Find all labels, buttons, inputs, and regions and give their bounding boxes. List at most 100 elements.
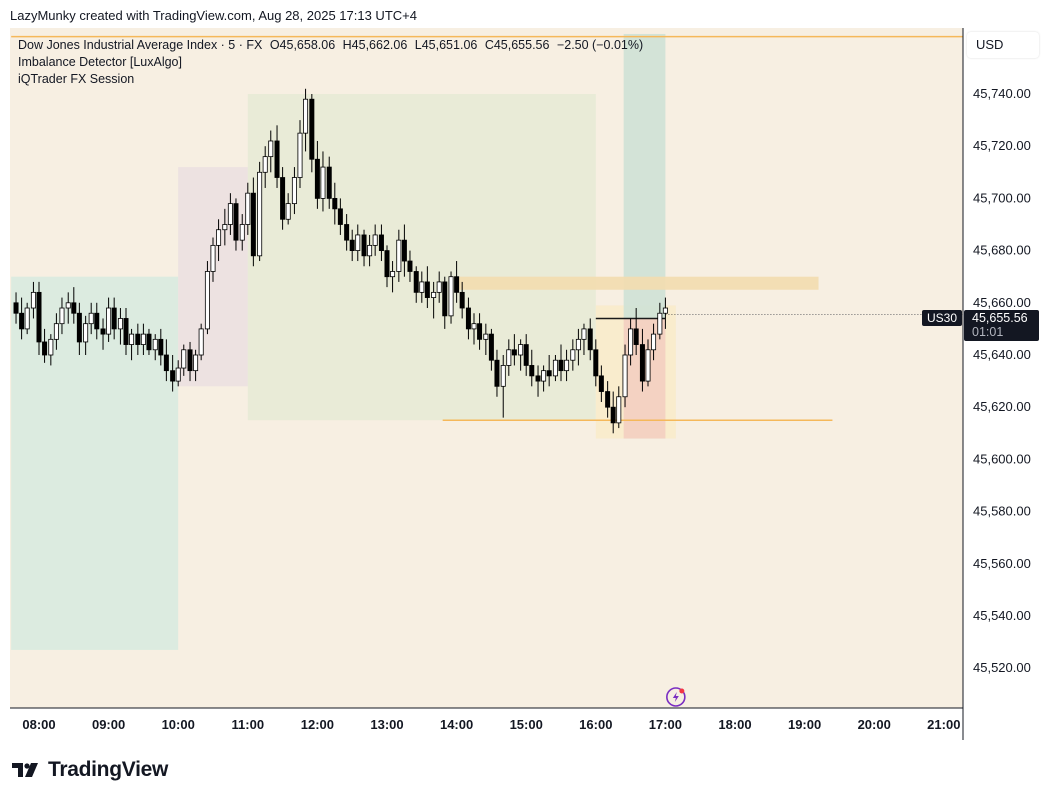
- price-tick-label: 45,680.00: [973, 243, 1031, 258]
- candle-body: [651, 333, 657, 351]
- candle-body: [65, 302, 71, 309]
- candle-body: [326, 166, 332, 199]
- legend-change: −2.50 (−0.01%): [556, 38, 644, 52]
- candle-body: [285, 203, 291, 220]
- session-box-1: [11, 276, 179, 650]
- candle-body: [570, 349, 576, 361]
- candle-body: [332, 197, 338, 210]
- candle-body: [361, 234, 367, 257]
- price-tick-label: 45,580.00: [973, 504, 1031, 519]
- candle-body: [163, 354, 169, 372]
- candle-body: [367, 244, 373, 257]
- candle-body: [274, 140, 280, 178]
- time-tick-label: 14:00: [440, 717, 473, 732]
- candle-body: [552, 359, 558, 377]
- candle-body: [233, 203, 239, 241]
- candle-body: [401, 239, 407, 262]
- candle-body: [628, 328, 634, 356]
- candle-body: [268, 140, 274, 158]
- time-tick-label: 12:00: [301, 717, 334, 732]
- chart-attribution: LazyMunky created with TradingView.com, …: [10, 8, 417, 23]
- candle-body: [152, 338, 158, 351]
- candle-body: [419, 281, 425, 293]
- price-tick-label: 45,640.00: [973, 347, 1031, 362]
- time-tick-label: 11:00: [232, 717, 265, 732]
- price-tick-label: 45,740.00: [973, 86, 1031, 101]
- candle-body: [558, 359, 564, 372]
- price-tick-label: 45,600.00: [973, 451, 1031, 466]
- candle-body: [123, 318, 129, 345]
- candle-body: [471, 323, 477, 330]
- target-zone: [623, 33, 666, 319]
- candle-body: [13, 302, 19, 314]
- candle-body: [662, 307, 668, 314]
- candle-body: [71, 302, 77, 314]
- candle-body: [262, 156, 268, 173]
- candle-body: [448, 276, 454, 317]
- imbalance-zone: [456, 276, 819, 290]
- legend-indicator-imbalance[interactable]: Imbalance Detector [LuxAlgo]: [18, 55, 182, 69]
- legend-indicator-session[interactable]: iQTrader FX Session: [18, 72, 135, 86]
- candle-body: [413, 271, 419, 293]
- candle-body: [598, 375, 604, 392]
- legend-high: H45,662.06: [342, 38, 408, 52]
- candle-body: [48, 338, 54, 356]
- event-dot-icon: [679, 688, 685, 694]
- price-chart[interactable]: 45,740.00 45,720.00 45,700.00 45,680.00 45,6…: [10, 28, 1045, 740]
- candle-body: [390, 271, 396, 278]
- candle-body: [76, 312, 82, 343]
- candle-body: [100, 328, 106, 335]
- candle-body: [593, 349, 599, 377]
- candle-body: [146, 333, 152, 351]
- time-tick-label: 15:00: [510, 717, 543, 732]
- candle-body: [657, 312, 663, 335]
- currency-button[interactable]: USD: [967, 32, 1039, 58]
- candle-body: [88, 312, 94, 325]
- candle-body: [193, 354, 199, 372]
- candle-body: [204, 271, 210, 330]
- time-tick-label: 09:00: [92, 717, 125, 732]
- time-tick-label: 21:00: [927, 717, 960, 732]
- candle-body: [535, 375, 541, 382]
- candle-body: [424, 281, 430, 298]
- candle-body: [30, 291, 36, 309]
- candle-body: [355, 234, 361, 252]
- candle-body: [314, 158, 320, 199]
- legend-symbol-title: Dow Jones Industrial Average Index · 5 ·…: [18, 38, 263, 52]
- time-tick-label: 18:00: [718, 717, 751, 732]
- candle-body: [36, 291, 42, 343]
- candle-body: [483, 333, 489, 340]
- price-tick-label: 45,620.00: [973, 399, 1031, 414]
- candle-body: [222, 224, 228, 231]
- candle-body: [407, 260, 413, 272]
- bar-countdown: 01:01: [972, 325, 1004, 339]
- candle-body: [465, 307, 471, 330]
- candle-body: [83, 323, 89, 343]
- candle-body: [454, 276, 460, 293]
- candle-body: [523, 344, 529, 366]
- price-tick-label: 45,520.00: [973, 660, 1031, 675]
- candle-body: [198, 328, 204, 356]
- price-tick-label: 45,560.00: [973, 556, 1031, 571]
- candle-body: [227, 203, 233, 225]
- candle-body: [337, 208, 343, 225]
- candle-body: [170, 370, 176, 382]
- tradingview-logo-icon: [12, 763, 38, 777]
- candle-body: [529, 365, 535, 377]
- candle-body: [181, 349, 187, 369]
- candle-body: [245, 192, 251, 225]
- candle-body: [297, 132, 303, 178]
- time-tick-label: 19:00: [788, 717, 821, 732]
- candle-body: [210, 244, 216, 272]
- candle-body: [257, 171, 263, 257]
- tradingview-brand[interactable]: TradingView: [12, 758, 168, 782]
- price-axis-background: [963, 28, 1045, 740]
- candle-body: [442, 281, 448, 317]
- candle-body: [187, 349, 193, 372]
- candle-body: [239, 224, 245, 241]
- candle-body: [518, 344, 524, 356]
- chart-area[interactable]: 45,740.00 45,720.00 45,700.00 45,680.00 45,6…: [10, 28, 1045, 740]
- lightning-icon: [672, 692, 679, 702]
- price-tick-label: 45,720.00: [973, 138, 1031, 153]
- time-tick-label: 10:00: [162, 717, 195, 732]
